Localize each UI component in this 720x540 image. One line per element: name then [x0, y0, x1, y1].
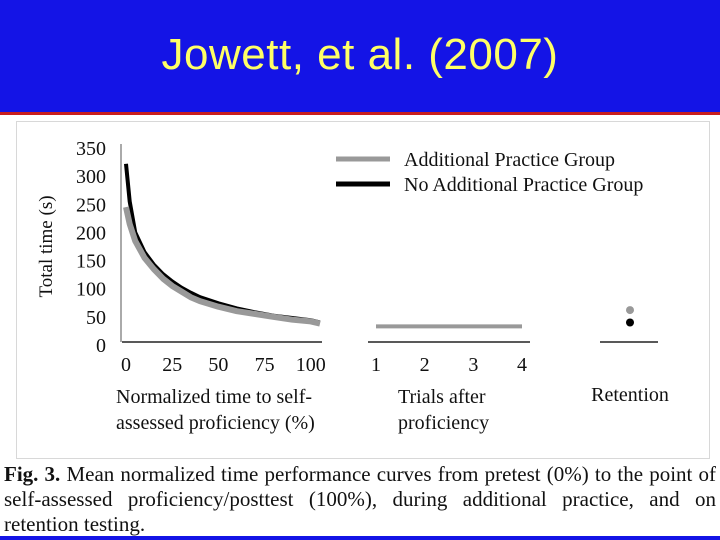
panel2-x-tick-label: 2 [420, 354, 430, 376]
caption-label: Fig. 3. [4, 462, 61, 486]
panel1-x-axis-label: assessed proficiency (%) [116, 412, 315, 434]
panel2-x-tick-label: 4 [517, 354, 527, 376]
caption-text: Mean normalized time performance curves … [4, 462, 716, 536]
y-tick-label: 150 [76, 251, 106, 273]
panel2-x-tick-label: 1 [371, 354, 381, 376]
y-tick-label: 250 [76, 194, 106, 216]
panel1-x-tick-label: 0 [121, 354, 131, 376]
y-tick-label: 0 [96, 335, 106, 357]
panel1-x-tick-label: 25 [162, 354, 182, 376]
panel2-x-axis-label: proficiency [398, 412, 489, 434]
title-divider [0, 112, 720, 115]
y-tick-label: 350 [76, 138, 106, 160]
slide-content: Fig. 3. Mean normalized time performance… [0, 115, 720, 540]
no-additional-practice-curve [124, 163, 321, 325]
bottom-strip [0, 536, 720, 540]
panel2-x-tick-label: 3 [468, 354, 478, 376]
panel1-x-tick-label: 75 [255, 354, 275, 376]
y-tick-label: 50 [86, 307, 106, 329]
additional-practice-curve [123, 206, 321, 327]
legend-label-no-additional-practice: No Additional Practice Group [404, 174, 643, 196]
y-tick-label: 300 [76, 166, 106, 188]
slide-title: Jowett, et al. (2007) [161, 30, 559, 79]
panel1-x-tick-label: 50 [208, 354, 228, 376]
figure-caption: Fig. 3. Mean normalized time performance… [4, 462, 716, 537]
panel2-x-axis-label: Trials after [398, 386, 486, 408]
y-tick-label: 200 [76, 222, 106, 244]
retention-additional-practice-point [626, 306, 634, 315]
panel3-x-axis-label: Retention [591, 384, 669, 406]
panel1-x-tick-label: 100 [296, 354, 326, 376]
title-bar: Jowett, et al. (2007) [0, 0, 720, 112]
y-axis-label: Total time (s) [36, 195, 57, 297]
legend-label-additional-practice: Additional Practice Group [404, 149, 615, 171]
panel1-x-axis-label: Normalized time to self- [116, 386, 312, 408]
performance-chart: Total time (s) 350 300 250 200 150 100 50 00 25 50… [36, 138, 669, 434]
retention-no-additional-practice-point [626, 318, 634, 327]
figure-frame [16, 121, 710, 459]
y-tick-label: 100 [76, 279, 106, 301]
